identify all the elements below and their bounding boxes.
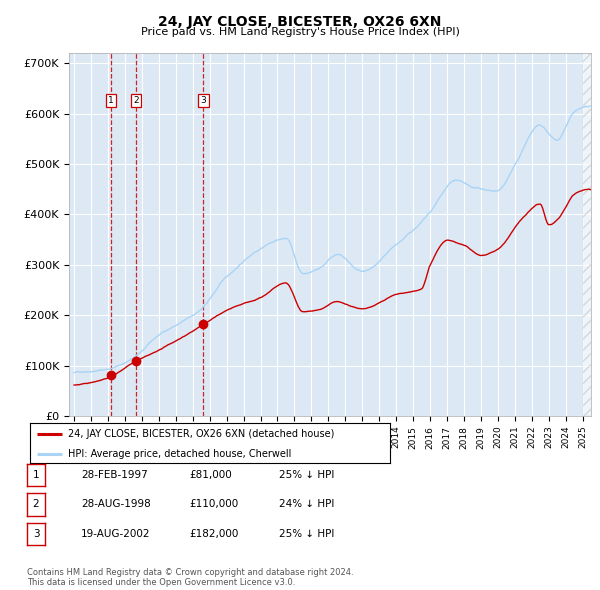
Text: 2: 2 xyxy=(133,96,139,105)
Text: 1: 1 xyxy=(32,470,40,480)
Text: Price paid vs. HM Land Registry's House Price Index (HPI): Price paid vs. HM Land Registry's House … xyxy=(140,27,460,37)
Text: 19-AUG-2002: 19-AUG-2002 xyxy=(81,529,151,539)
Text: 1: 1 xyxy=(108,96,113,105)
Text: 24, JAY CLOSE, BICESTER, OX26 6XN (detached house): 24, JAY CLOSE, BICESTER, OX26 6XN (detac… xyxy=(68,430,334,440)
Text: 24, JAY CLOSE, BICESTER, OX26 6XN: 24, JAY CLOSE, BICESTER, OX26 6XN xyxy=(158,15,442,29)
Text: Contains HM Land Registry data © Crown copyright and database right 2024.
This d: Contains HM Land Registry data © Crown c… xyxy=(27,568,353,587)
Text: 3: 3 xyxy=(200,96,206,105)
Text: 2: 2 xyxy=(32,500,40,509)
Text: 28-AUG-1998: 28-AUG-1998 xyxy=(81,500,151,509)
Text: 3: 3 xyxy=(32,529,40,539)
Text: £81,000: £81,000 xyxy=(189,470,232,480)
Text: £110,000: £110,000 xyxy=(189,500,238,509)
Text: 25% ↓ HPI: 25% ↓ HPI xyxy=(279,529,334,539)
Text: 24% ↓ HPI: 24% ↓ HPI xyxy=(279,500,334,509)
Text: HPI: Average price, detached house, Cherwell: HPI: Average price, detached house, Cher… xyxy=(68,450,291,460)
Text: £182,000: £182,000 xyxy=(189,529,238,539)
Text: 25% ↓ HPI: 25% ↓ HPI xyxy=(279,470,334,480)
Text: 28-FEB-1997: 28-FEB-1997 xyxy=(81,470,148,480)
